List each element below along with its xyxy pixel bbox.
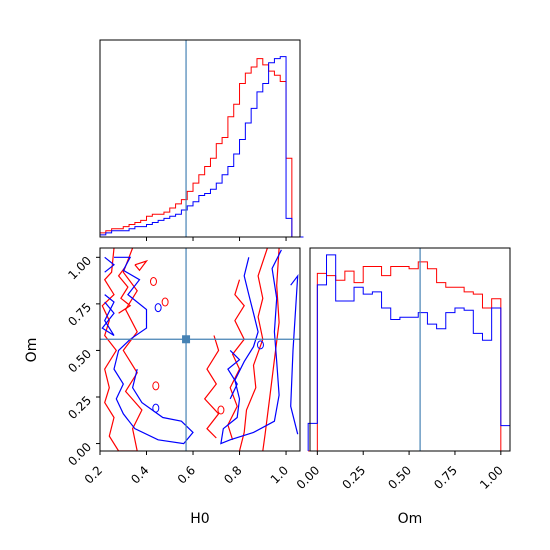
y-axis-label-om: Om	[24, 338, 40, 363]
contour-island-1	[161, 297, 169, 307]
h0-histogram-series-1	[99, 56, 304, 238]
contour-blue-0	[113, 256, 194, 445]
marginal-om-panel: 0.00 0.25 0.50 0.75 1.00	[294, 247, 511, 492]
contour-island-0	[149, 277, 157, 287]
x-tick-label-h0: 1.0	[268, 463, 291, 486]
marginal-h0-panel	[99, 39, 304, 241]
om-marginal-frame	[309, 247, 511, 452]
contour-red-5	[227, 279, 245, 440]
x-tick-label-om: 0.75	[431, 463, 460, 492]
contour-blue-2	[101, 294, 115, 337]
contour-red-0	[101, 248, 143, 451]
y-tick-label-om: 0.00	[65, 440, 94, 469]
contour-blue-1	[104, 256, 115, 273]
contour-blue-3	[220, 249, 282, 445]
h0-histogram-series-0	[99, 58, 304, 238]
h0-marginal-frame	[99, 39, 301, 238]
om-histogram-series-1	[307, 254, 510, 451]
contour-island-4	[154, 303, 162, 313]
y-tick-label-om: 0.25	[65, 393, 94, 422]
x-tick-label-h0: 0.4	[128, 463, 151, 486]
contour-island-2	[152, 381, 160, 391]
x-tick-label-om: 0.25	[340, 463, 369, 492]
contour-red-4	[262, 248, 280, 451]
joint-frame	[99, 247, 301, 452]
x-tick-label-h0: 0.8	[221, 463, 244, 486]
contour-red-2	[203, 335, 220, 439]
contour-blue-5	[290, 273, 299, 435]
contour-red-1	[117, 266, 132, 314]
x-tick-label-om: 0.50	[385, 463, 414, 492]
x-axis-label-h0: H0	[190, 511, 209, 527]
contour-island-5	[256, 340, 264, 350]
x-tick-label-h0: 0.6	[175, 463, 198, 486]
contour-red-6	[134, 259, 149, 272]
x-axis-label-om: Om	[398, 511, 423, 527]
joint-h0-om-panel: 0.2 0.4 0.6 0.8 1.0 0.00 0.25 0.50 0.75 1.00	[65, 247, 301, 487]
x-tick-label-om: 1.00	[477, 463, 506, 492]
x-tick-label-om: 0.00	[294, 463, 323, 492]
joint-contours	[101, 248, 299, 451]
contour-blue-4	[227, 349, 241, 400]
y-tick-label-om: 0.75	[65, 300, 94, 329]
contour-island-6	[217, 405, 225, 415]
om-histogram-series-0	[308, 261, 510, 452]
contour-red-3	[238, 248, 268, 451]
contour-island-3	[152, 403, 160, 413]
y-tick-label-om: 0.50	[65, 347, 94, 376]
y-tick-label-om: 1.00	[65, 254, 94, 283]
x-tick-label-h0: 0.2	[82, 463, 105, 486]
truth-marker	[182, 335, 191, 344]
